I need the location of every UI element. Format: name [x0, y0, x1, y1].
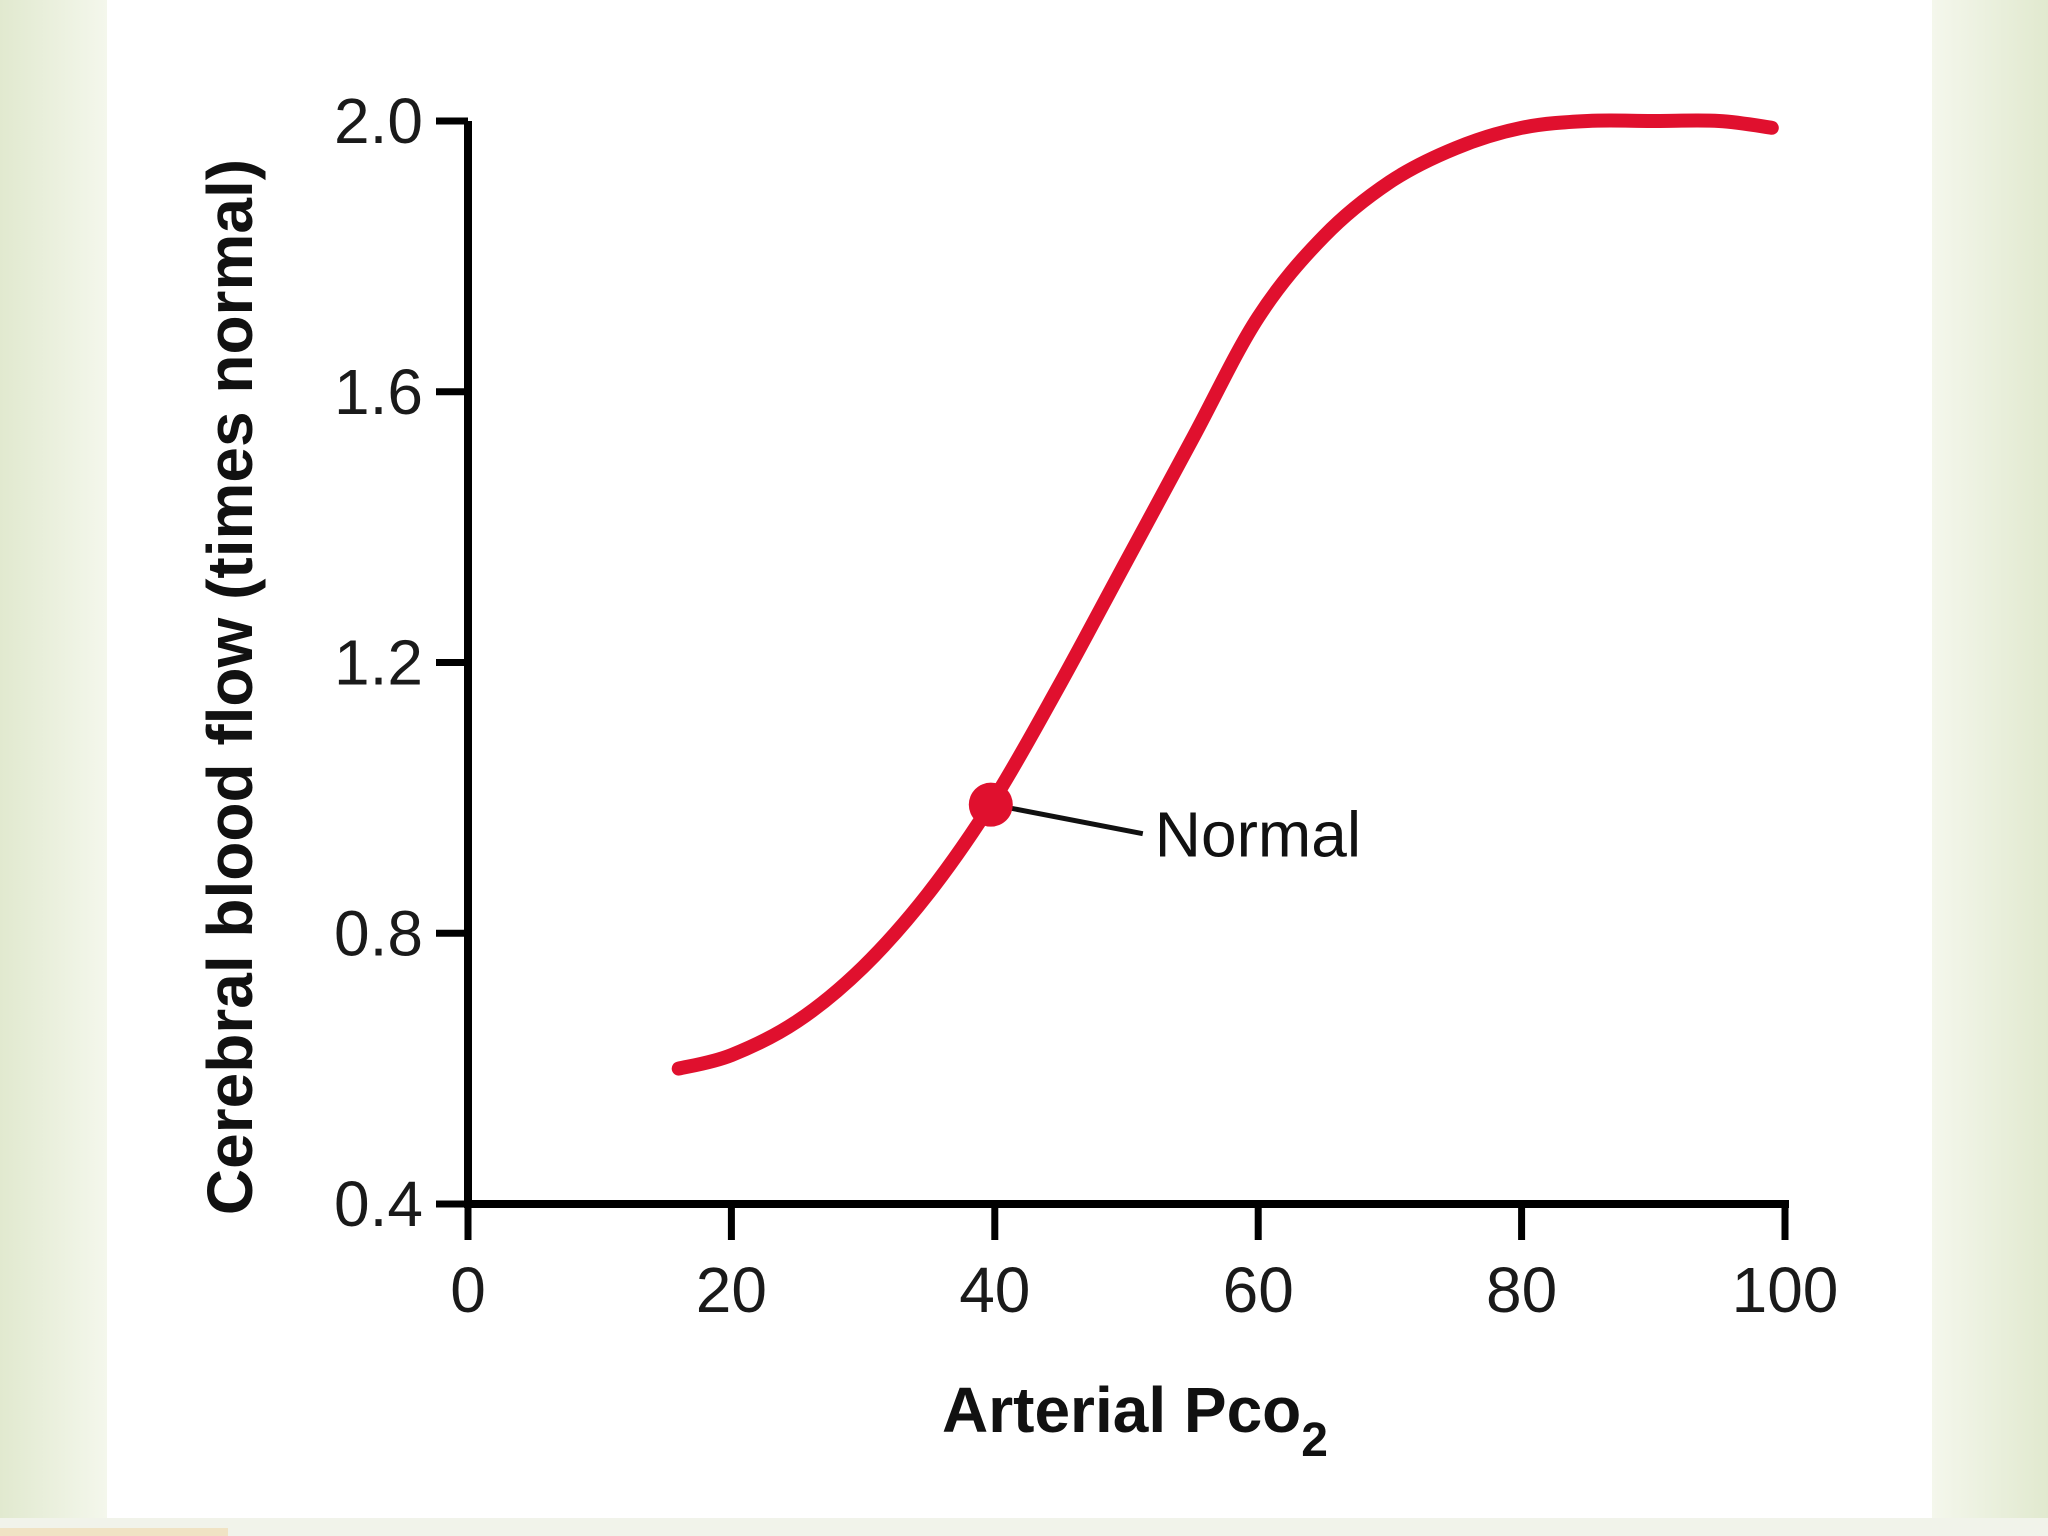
series-line: [671, 113, 1779, 1076]
x-tick-label: 40: [959, 1254, 1030, 1326]
chart-axes: [464, 121, 1789, 1208]
chart-ticks: 0.4 0.8 1.2 1.6 2.0 0 20 40 60 80 100: [334, 85, 1838, 1326]
annotation-label: Normal: [1155, 799, 1361, 871]
y-tick-label: 0.8: [334, 897, 423, 969]
x-axis-title-subscript: 2: [1301, 1414, 1328, 1467]
y-tick-label: 2.0: [334, 85, 423, 157]
slide-left-border: [0, 0, 107, 1536]
x-axis-title-main: Arterial Pco: [942, 1374, 1301, 1446]
x-tick-label: 80: [1486, 1254, 1557, 1326]
x-tick-label: 60: [1223, 1254, 1294, 1326]
y-tick-label: 1.2: [334, 627, 423, 699]
normal-point-marker: [968, 782, 1013, 827]
x-axis-title: Arterial Pco2: [942, 1374, 1328, 1467]
slide-bottom-mark: [0, 1528, 228, 1536]
x-tick-label: 20: [696, 1254, 767, 1326]
annotation-leader-line: [1002, 804, 1144, 837]
x-tick-label: 0: [450, 1254, 486, 1326]
y-tick-label: 0.4: [334, 1168, 423, 1240]
slide-bottom-border: [0, 1518, 2048, 1536]
y-tick-label: 1.6: [334, 356, 423, 428]
slide-right-border: [1932, 0, 2048, 1536]
x-tick-label: 100: [1732, 1254, 1839, 1326]
y-axis-title: Cerebral blood flow (times normal): [194, 159, 266, 1215]
chart-series: [671, 113, 1779, 1076]
chart-annotations: Normal: [968, 782, 1361, 871]
